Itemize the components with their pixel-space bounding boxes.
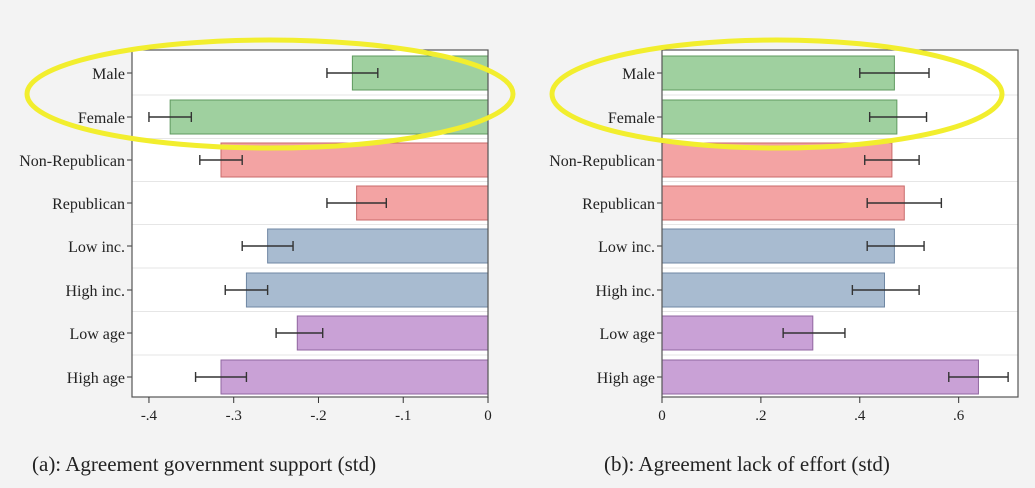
chart-b-errorbar-non-republican — [864, 155, 920, 165]
chart-a-category-label-low-age: Low age — [69, 326, 125, 343]
chart-b-errorbar-republican — [866, 198, 943, 208]
chart-b-xtick-label: 0 — [658, 408, 666, 424]
chart-a-errorbar-low-age — [275, 328, 324, 338]
chart-a-bar-low-age — [296, 315, 489, 351]
chart-a-category-label-female: Female — [78, 110, 125, 127]
chart-b-bar-low-inc — [661, 228, 895, 264]
chart-b-category-label-non-republican: Non-Republican — [549, 153, 655, 170]
highlight-ellipse-b — [549, 37, 1005, 151]
chart-a-xtick-label: -.1 — [395, 408, 411, 424]
chart-a-category-label-republican: Republican — [52, 196, 125, 213]
chart-b-category-label-high-age: High age — [597, 370, 655, 387]
chart-a-errorbar-female — [148, 112, 193, 122]
chart-b-xtick-label: .4 — [854, 408, 866, 424]
highlight-ellipse-a — [24, 37, 516, 151]
chart-a-bar-high-inc — [245, 272, 489, 308]
chart-a-bar-high-age — [220, 359, 489, 395]
chart-b-title: (b): Agreement lack of effort (std) — [604, 452, 890, 476]
chart-b-errorbar-high-age — [948, 372, 1009, 382]
chart-a-xtick-label: 0 — [484, 408, 492, 424]
chart-a-errorbar-high-inc — [224, 285, 269, 295]
chart-a-category-label-non-republican: Non-Republican — [19, 153, 125, 170]
chart-b-category-label-female: Female — [608, 110, 655, 127]
chart-a-category-label-high-age: High age — [67, 370, 125, 387]
chart-a: Male Female Non-Republican Republican Low in… — [19, 49, 492, 424]
chart-b: Male Female Non-Republican Republican Low in… — [549, 49, 1019, 424]
chart-b-frame — [661, 49, 1019, 398]
chart-a-errorbar-high-age — [194, 372, 248, 382]
chart-b-category-label-high-inc: High inc. — [595, 283, 655, 300]
chart-a-category-label-low-inc: Low inc. — [68, 239, 125, 256]
chart-a-category-label-male: Male — [92, 66, 125, 83]
chart-a-xtick-label: -.2 — [310, 408, 326, 424]
chart-b-xtick-label: .2 — [755, 408, 766, 424]
chart-b-bar-female — [661, 99, 898, 135]
chart-a-errorbar-republican — [326, 198, 387, 208]
chart-a-category-label-high-inc: High inc. — [65, 283, 125, 300]
chart-a-title: (a): Agreement government support (std) — [32, 452, 377, 476]
chart-b-category-label-republican: Republican — [582, 196, 655, 213]
chart-a-xtick-label: -.4 — [141, 408, 158, 424]
chart-a-errorbar-male — [326, 68, 379, 78]
chart-b-errorbar-low-inc — [866, 241, 925, 251]
chart-b-errorbar-female — [868, 112, 928, 122]
chart-b-errorbar-male — [859, 68, 930, 78]
chart-b-errorbar-low-age — [782, 328, 846, 338]
chart-b-errorbar-high-inc — [851, 285, 920, 295]
chart-b-bar-high-inc — [661, 272, 885, 308]
chart-a-frame — [131, 49, 489, 398]
chart-b-category-label-male: Male — [622, 66, 655, 83]
chart-a-errorbar-non-republican — [199, 155, 243, 165]
chart-a-xtick-label: -.3 — [226, 408, 242, 424]
chart-a-bar-low-inc — [267, 228, 489, 264]
chart-b-bar-high-age — [661, 359, 979, 395]
chart-b-category-label-low-inc: Low inc. — [598, 239, 655, 256]
chart-a-bar-female — [169, 99, 489, 135]
chart-b-xtick-label: .6 — [953, 408, 965, 424]
chart-b-category-label-low-age: Low age — [599, 326, 655, 343]
chart-a-errorbar-low-inc — [241, 241, 294, 251]
